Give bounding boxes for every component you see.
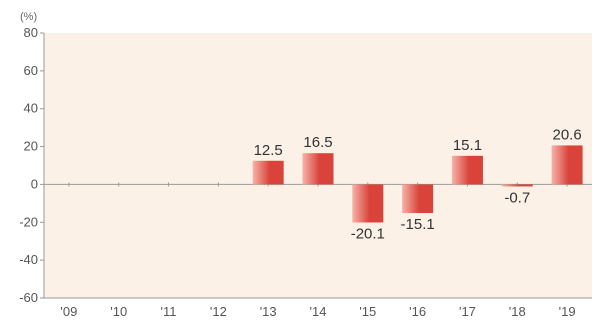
x-tick-label: '09 — [60, 304, 77, 319]
data-label: -20.1 — [351, 225, 385, 242]
y-axis-unit-label: (%) — [20, 11, 37, 23]
bar — [552, 145, 583, 184]
x-tick-label: '12 — [210, 304, 227, 319]
data-label: 12.5 — [254, 142, 283, 159]
y-tick-label: 20 — [24, 139, 38, 154]
data-label: 20.6 — [552, 126, 581, 143]
bar — [253, 161, 284, 185]
data-label: 16.5 — [303, 134, 332, 151]
bar — [502, 184, 533, 186]
x-tick-label: '19 — [559, 304, 576, 319]
x-tick-label: '10 — [110, 304, 127, 319]
bar — [452, 156, 483, 185]
data-label: -15.1 — [401, 216, 435, 233]
y-tick-label: 0 — [31, 176, 38, 191]
x-tick-label: '15 — [359, 304, 376, 319]
y-tick-label: 60 — [24, 63, 38, 78]
x-tick-label: '18 — [509, 304, 526, 319]
y-tick-label: -40 — [19, 252, 38, 267]
x-tick-label: '14 — [310, 304, 327, 319]
bar — [303, 153, 334, 184]
y-tick-label: 40 — [24, 101, 38, 116]
data-label: -0.7 — [504, 189, 530, 206]
x-tick-label: '17 — [459, 304, 476, 319]
y-tick-label: -20 — [19, 214, 38, 229]
bar — [402, 184, 433, 213]
y-tick-label: -60 — [19, 290, 38, 305]
y-tick-label: 80 — [24, 25, 38, 40]
data-label: 15.1 — [453, 137, 482, 154]
x-tick-label: '11 — [161, 304, 177, 319]
bar — [352, 184, 383, 222]
x-tick-label: '13 — [260, 304, 277, 319]
x-tick-label: '16 — [409, 304, 426, 319]
